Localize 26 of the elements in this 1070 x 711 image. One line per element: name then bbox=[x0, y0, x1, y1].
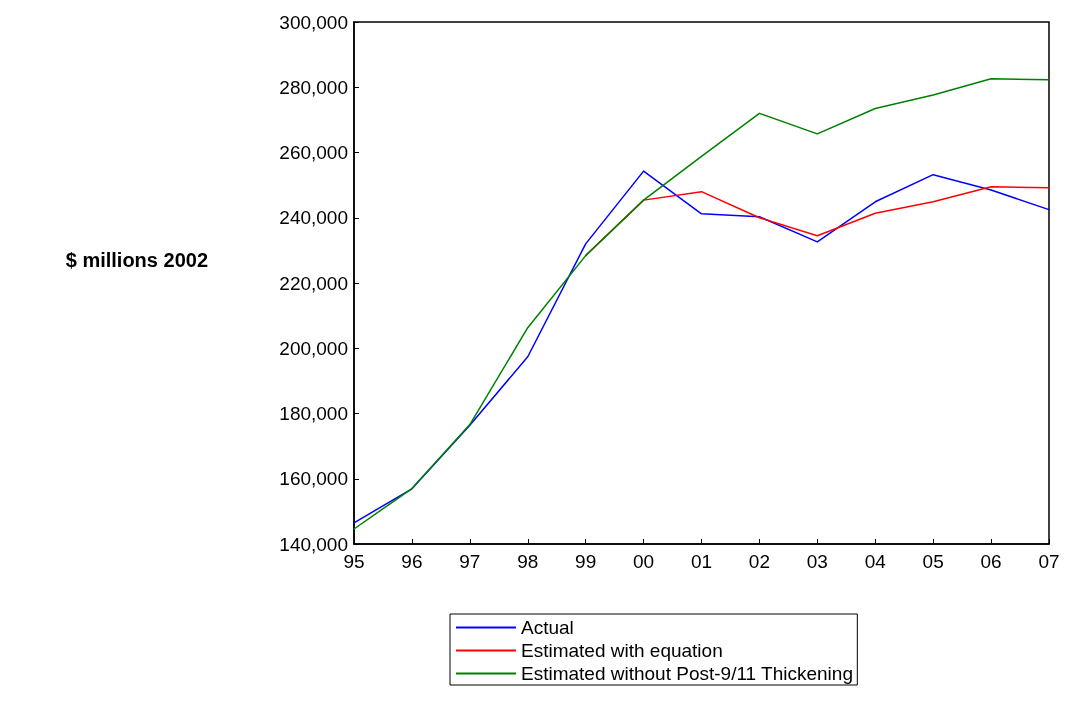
x-tick-label: 02 bbox=[748, 551, 770, 572]
x-tick-label: 05 bbox=[922, 551, 944, 572]
x-tick-label: 00 bbox=[633, 551, 655, 572]
y-tick-label: 260,000 bbox=[279, 142, 348, 163]
y-tick-label: 220,000 bbox=[279, 272, 348, 294]
line-series bbox=[353, 78, 1050, 530]
line-series bbox=[353, 170, 1050, 524]
x-tick-label: 07 bbox=[1038, 551, 1060, 572]
x-tick-label: 97 bbox=[459, 551, 481, 572]
x-tick-label: 06 bbox=[980, 551, 1002, 572]
x-tick-label: 96 bbox=[401, 551, 423, 572]
legend-label: Actual bbox=[521, 617, 574, 638]
x-tick-label: 04 bbox=[864, 551, 887, 572]
y-tick-label: 180,000 bbox=[279, 403, 348, 424]
legend-label: Estimated with equation bbox=[521, 640, 723, 661]
y-tick-label: 160,000 bbox=[279, 468, 348, 490]
y-tick-label: 240,000 bbox=[279, 207, 348, 229]
y-tick-label: 200,000 bbox=[279, 337, 348, 359]
x-tick-label: 01 bbox=[690, 551, 713, 572]
y-tick-label: 280,000 bbox=[279, 76, 348, 98]
y-tick-label: 300,000 bbox=[279, 11, 348, 33]
legend-label: Estimated without Post-9/11 Thickening bbox=[521, 663, 853, 684]
x-tick-label: 99 bbox=[575, 551, 597, 572]
x-tick-label: 03 bbox=[806, 551, 828, 572]
y-axis-title: $ millions 2002 bbox=[65, 249, 208, 271]
x-tick-label: 98 bbox=[517, 551, 539, 572]
